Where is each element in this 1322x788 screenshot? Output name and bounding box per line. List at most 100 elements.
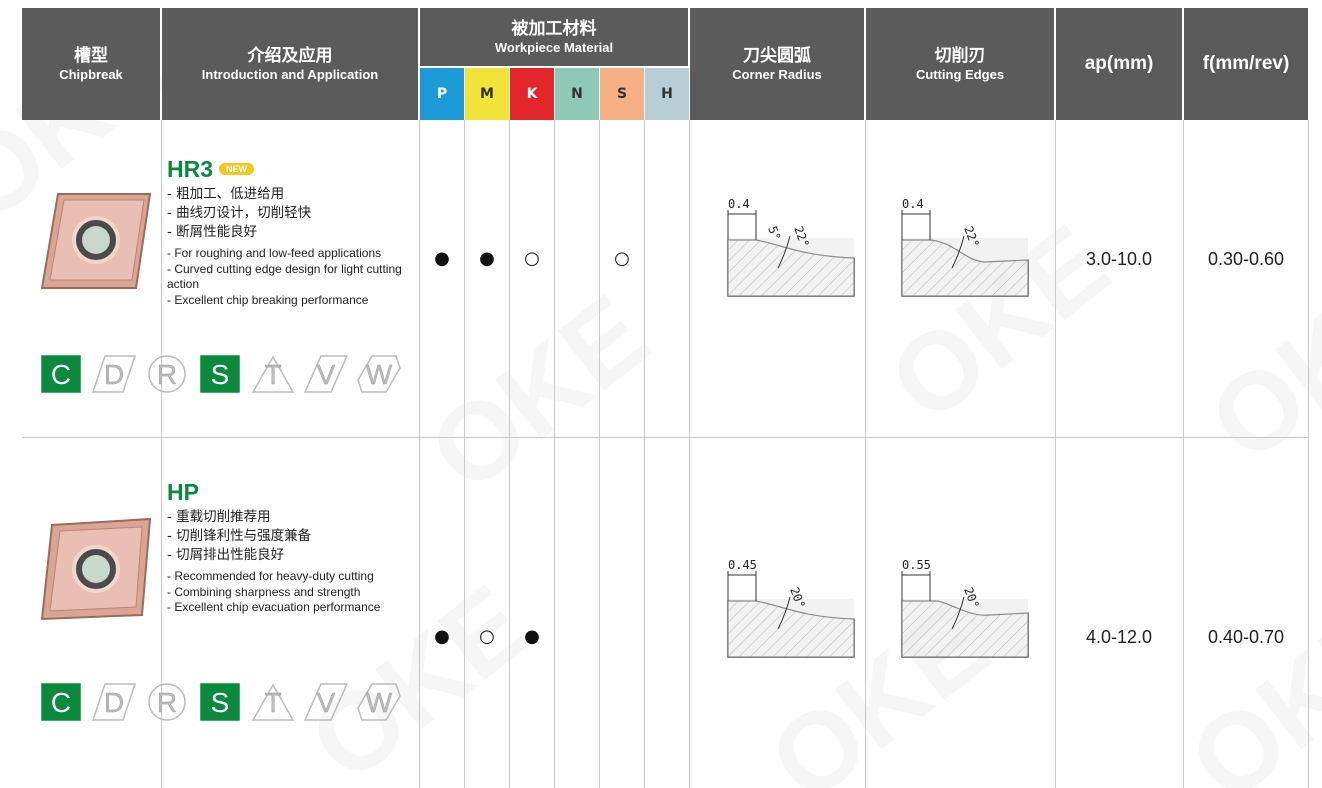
header-cell: 切削刃 Cutting Edges xyxy=(866,8,1054,120)
insert-image xyxy=(40,517,152,621)
ap-value: 4.0-12.0 xyxy=(1085,627,1153,647)
insert-shape: W xyxy=(357,355,401,393)
header-zh: 切削刃 xyxy=(934,45,986,66)
f-value: 0.30-0.60 xyxy=(1207,249,1285,269)
header-en: Corner Radius xyxy=(732,66,822,82)
material-mark: ● xyxy=(524,626,540,647)
edge-angle: 20° xyxy=(961,585,982,610)
insert-hole-inner xyxy=(82,226,110,254)
header-cell: 被加工材料 Workpiece Material xyxy=(420,8,688,66)
header-cell: 介绍及应用 Introduction and Application xyxy=(162,8,418,120)
en-line: - Excellent chip breaking performance xyxy=(167,292,369,307)
shape-letter: D xyxy=(104,687,124,718)
insert-shape: R xyxy=(148,683,186,721)
shape-outline xyxy=(251,355,295,393)
zh-line: - 切屑排出性能良好 xyxy=(167,547,285,563)
en-line: - Curved cutting edge design for light c… xyxy=(167,261,402,292)
badge: NEW xyxy=(219,163,255,175)
angle-arc xyxy=(777,235,791,269)
material-mark: ○ xyxy=(524,248,540,269)
header-zh: 槽型 xyxy=(74,45,108,66)
zh-line: - 粗加工、低进给用 xyxy=(167,186,285,202)
header-label: ap(mm) xyxy=(1084,53,1154,74)
material-mark: ● xyxy=(434,626,450,647)
shape-outline xyxy=(200,355,240,393)
insert-shape: T xyxy=(251,683,295,721)
shape-letter: C xyxy=(51,359,71,390)
header-zh: 刀尖圆弧 xyxy=(743,45,811,66)
watermark: OKE xyxy=(1186,240,1322,487)
name: HR3 NEW xyxy=(167,156,419,183)
shape-letter: W xyxy=(366,359,393,390)
column-line xyxy=(599,120,600,788)
en-list: - Recommended for heavy-duty cutting - Co… xyxy=(167,569,419,616)
shape-letter: T xyxy=(264,359,281,390)
ap-value: 3.0-10.0 xyxy=(1085,249,1153,269)
material-mark: ● xyxy=(479,248,495,269)
shape-outline xyxy=(357,683,401,721)
shape-letter: R xyxy=(157,687,177,718)
angle-arc xyxy=(951,235,965,269)
insert-shape: V xyxy=(303,683,349,721)
edge-diagram: 0.55 20° xyxy=(901,558,1029,658)
name-text: HR3 xyxy=(167,156,214,182)
shape-letter: V xyxy=(317,359,336,390)
shape-letter: C xyxy=(51,687,71,718)
edge-width: 0.4 xyxy=(902,197,924,211)
column-line xyxy=(419,120,420,788)
insert-shape: S xyxy=(200,683,240,721)
edge-diagram: 0.4 5° 22° xyxy=(727,197,855,297)
shape-outline xyxy=(303,683,349,721)
header-cell: ap(mm) xyxy=(1056,8,1182,120)
header-cell: 槽型 Chipbreak xyxy=(22,8,160,120)
shape-outline xyxy=(357,355,401,393)
edge-width: 0.55 xyxy=(902,558,931,572)
name-text: HP xyxy=(167,479,199,505)
shape-letter: T xyxy=(264,687,281,718)
column-line xyxy=(1183,120,1184,788)
en-line: - Recommended for heavy-duty cutting xyxy=(167,569,374,583)
shape-outline xyxy=(91,355,137,393)
material-grade: N xyxy=(555,68,599,120)
intro: HR3 NEW - 粗加工、低进给用 - 曲线刃设计，切削轻快 - 断屑性能良好 - Fo… xyxy=(167,156,419,356)
insert-shape: C xyxy=(41,683,81,721)
edge-diagram: 0.4 22° xyxy=(901,197,1029,297)
shape-outline xyxy=(303,355,349,393)
en-line: - Combining sharpness and strength xyxy=(167,584,361,599)
f-value: 0.40-0.70 xyxy=(1207,627,1285,647)
zh-line: - 曲线刃设计，切削轻快 xyxy=(167,205,312,221)
header-en: Chipbreak xyxy=(59,66,123,82)
header-en: Introduction and Application xyxy=(201,66,379,82)
insert-shape: W xyxy=(357,683,401,721)
edge-bg xyxy=(728,238,854,296)
shape-outline xyxy=(251,683,295,721)
material-grade: M xyxy=(465,68,509,120)
angle-arc xyxy=(777,596,791,630)
shape-outline xyxy=(41,683,81,721)
shape-outline xyxy=(91,683,137,721)
en-list: - For roughing and low-feed applications… xyxy=(167,246,419,308)
edge-bg xyxy=(902,238,1028,296)
edge-width: 0.4 xyxy=(728,197,750,211)
shape-letter: S xyxy=(211,359,230,390)
column-line xyxy=(464,120,465,788)
material-mark: ○ xyxy=(614,248,630,269)
zh-line: - 断屑性能良好 xyxy=(167,224,258,240)
material-grade: S xyxy=(600,68,644,120)
header-zh: 被加工材料 xyxy=(511,18,597,39)
watermark: OKE xyxy=(406,270,672,517)
column-line xyxy=(161,120,162,788)
shape-outline xyxy=(41,355,81,393)
shape-letter: D xyxy=(104,359,124,390)
name: HP xyxy=(167,479,419,506)
insert-shape: D xyxy=(91,355,137,393)
en-line: - Excellent chip evacuation performance xyxy=(167,600,381,614)
shape-letter: V xyxy=(317,687,336,718)
edge-angle: 5° xyxy=(765,224,783,242)
material-grade: H xyxy=(645,68,689,120)
material-grade: K xyxy=(510,68,554,120)
watermark: OKE xyxy=(1166,580,1322,788)
column-line xyxy=(1055,120,1056,788)
insert-shape: T xyxy=(251,355,295,393)
